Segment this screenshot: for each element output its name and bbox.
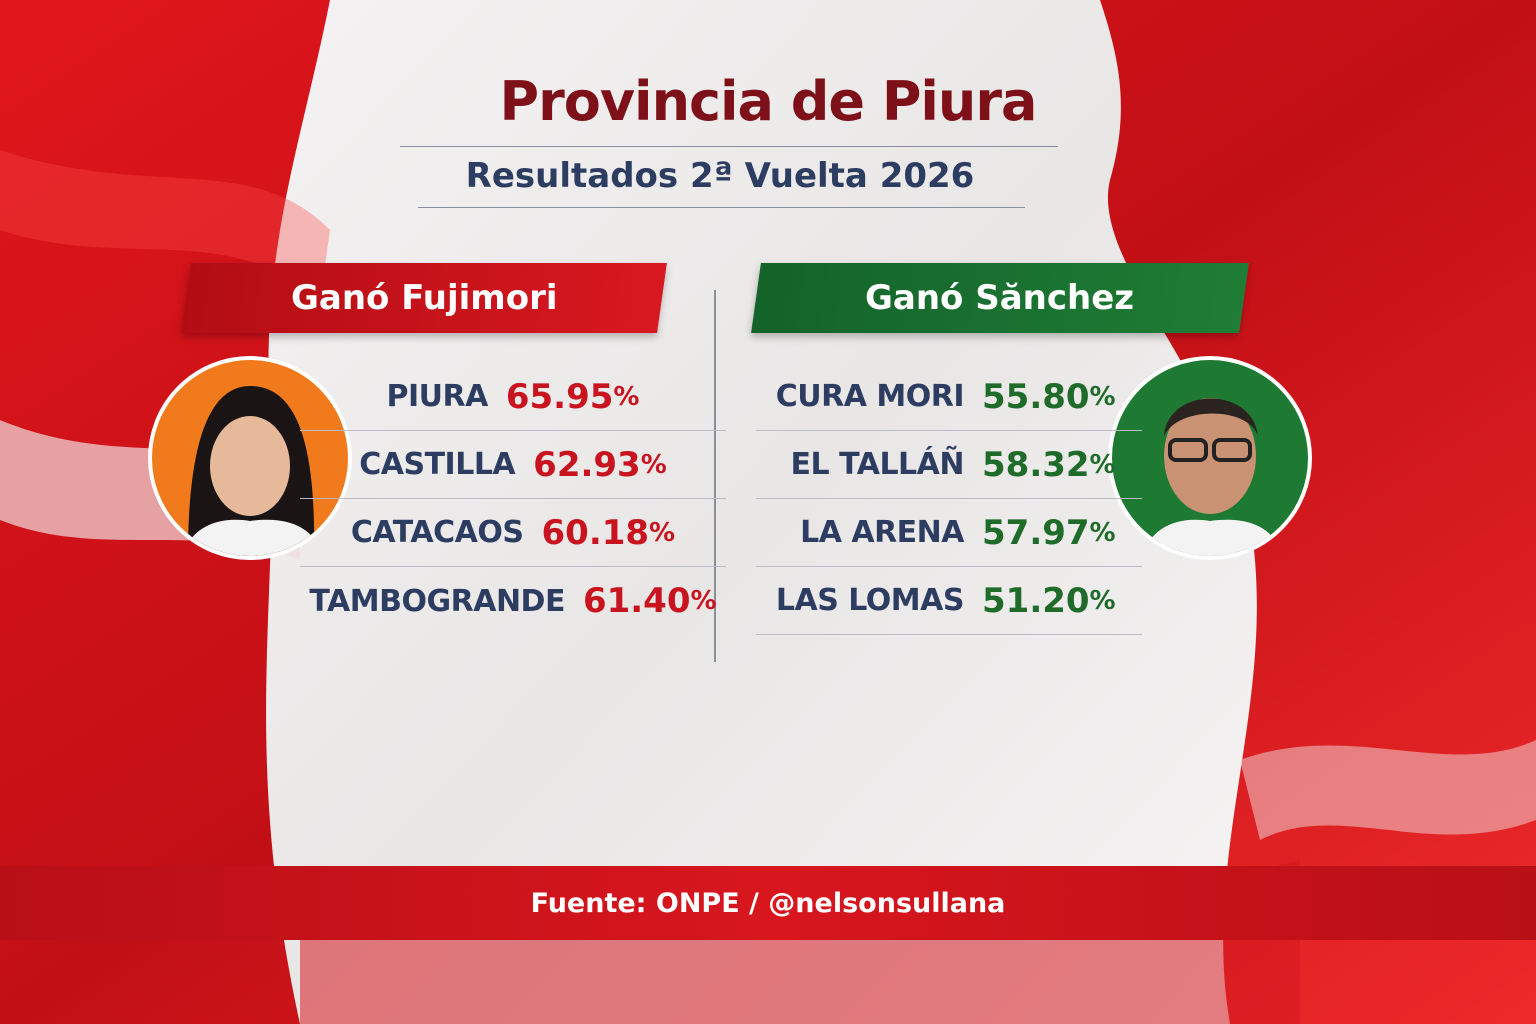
percent-sign: % xyxy=(640,449,667,480)
district-name: PIURA xyxy=(386,379,489,414)
sanchez-photo xyxy=(1108,356,1312,560)
percentage: 65.95 xyxy=(505,376,614,417)
percentage: 57.97 xyxy=(982,512,1090,553)
district-name: CATACAOS xyxy=(350,515,524,550)
district-name: LAS LOMAS xyxy=(775,583,965,618)
left-banner: Ganó Fujimori xyxy=(181,263,667,333)
result-row: CASTILLA 62.93% xyxy=(300,431,726,499)
result-row: TAMBOGRANDE 61.40% xyxy=(300,567,726,635)
percentage: 60.18 xyxy=(541,512,650,553)
result-row: LA ARENA 57.97% xyxy=(756,499,1142,567)
district-name: LA ARENA xyxy=(800,515,964,550)
district-name: CASTILLA xyxy=(359,447,516,482)
percent-sign: % xyxy=(1089,449,1116,480)
subtitle-rule xyxy=(418,207,1025,208)
percent-sign: % xyxy=(613,381,640,412)
source: Fuente: ONPE / @nelsonsullana xyxy=(530,887,1006,919)
title: Provincia de Piura xyxy=(499,70,1038,133)
left-banner-text: Ganó Fujimori xyxy=(290,278,558,318)
result-row: EL TALLÁÑ 58.32% xyxy=(756,431,1142,499)
right-banner: Ganó Sănchez xyxy=(751,263,1249,333)
percentage: 55.80 xyxy=(982,376,1090,417)
percentage: 61.40 xyxy=(582,581,691,621)
result-row: CURA MORI 55.80% xyxy=(756,363,1142,431)
fujimori-photo xyxy=(148,356,352,560)
percent-sign: % xyxy=(1089,381,1116,412)
district-name: TAMBOGRANDE xyxy=(309,583,565,619)
result-row: LAS LOMAS 51.20% xyxy=(756,567,1142,635)
percentage: 62.93 xyxy=(533,444,641,485)
result-row: CATACAOS 60.18% xyxy=(300,499,726,567)
right-results: CURA MORI 55.80% EL TALLÁÑ 58.32% LA ARENA 57… xyxy=(756,363,1142,635)
district-name: EL TALLÁÑ xyxy=(790,447,965,482)
left-results: PIURA 65.95% CASTILLA 62.93% CATACAOS 60.18% T… xyxy=(300,363,726,635)
divider xyxy=(714,290,716,662)
percentage: 51.20 xyxy=(982,580,1090,621)
percent-sign: % xyxy=(1089,585,1116,616)
district-name: CURA MORI xyxy=(775,379,965,414)
right-banner-text: Ganó Sănchez xyxy=(865,278,1135,318)
percent-sign: % xyxy=(649,517,676,548)
result-row: PIURA 65.95% xyxy=(300,363,726,431)
percent-sign: % xyxy=(1089,517,1116,548)
title-rule xyxy=(400,146,1058,147)
percentage: 58.32 xyxy=(982,444,1090,485)
percent-sign: % xyxy=(690,586,717,616)
footer: Fuente: ONPE / @nelsonsullana xyxy=(0,866,1536,940)
subtitle: Resultados 2ª Vuelta 2026 xyxy=(465,156,975,196)
